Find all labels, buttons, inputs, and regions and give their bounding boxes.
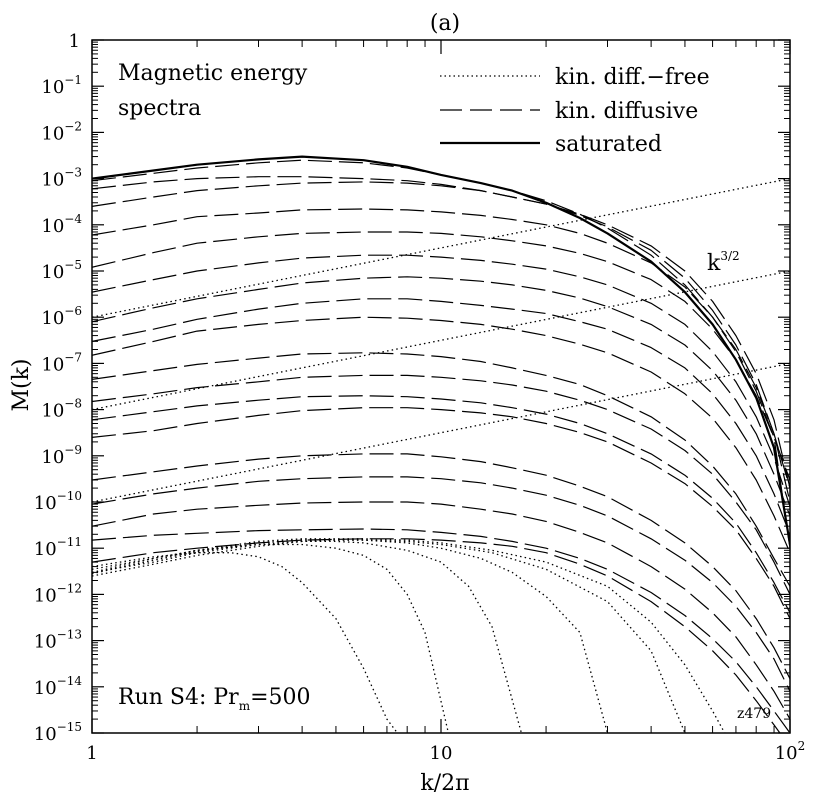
dashed-series-line xyxy=(92,538,781,733)
y-tick-label: 10−12 xyxy=(34,581,82,606)
dotted-series-line xyxy=(92,543,450,733)
chart-title-line-1: Magnetic energy xyxy=(118,61,308,86)
slope-base: k xyxy=(707,251,721,276)
x-tick-label: 102 xyxy=(775,739,806,764)
y-tick-label: 10−13 xyxy=(34,628,82,653)
dashed-series-line xyxy=(92,231,790,481)
y-axis-label: M(k) xyxy=(9,358,34,411)
dotted-series-line xyxy=(92,540,523,733)
dashed-series-line xyxy=(92,476,790,692)
y-tick-label: 10−15 xyxy=(34,720,82,745)
legend-label-solid: saturated xyxy=(555,132,662,157)
run-subscript: m xyxy=(239,699,251,713)
dashed-series-line xyxy=(92,298,790,535)
x-tick-label: 1 xyxy=(86,743,97,764)
legend-label-dotted: kin. diff.−free xyxy=(555,65,710,90)
dashed-series-line xyxy=(92,374,790,595)
y-tick-label: 10−6 xyxy=(41,304,82,329)
dotted-series-line xyxy=(92,539,609,733)
dotted-series-line xyxy=(92,362,790,503)
run-text: Run S4: Pr xyxy=(118,685,239,710)
dashed-series-line xyxy=(92,181,790,489)
series-layer xyxy=(92,155,790,733)
dashed-series-line xyxy=(92,208,790,489)
y-tick-label: 10−10 xyxy=(34,489,82,514)
y-tick-label: 10−2 xyxy=(41,119,82,144)
dashed-series-line xyxy=(92,528,790,733)
slope-annotation: k3/2 xyxy=(707,249,740,276)
dashed-series-line xyxy=(92,395,790,614)
y-tick-label: 10−4 xyxy=(41,212,82,237)
series-group xyxy=(92,155,790,733)
x-tick-label: 10 xyxy=(430,743,453,764)
dashed-series-line xyxy=(92,276,790,517)
dashed-series-line xyxy=(92,501,790,720)
y-tick-label: 10−14 xyxy=(34,674,83,699)
dashed-series-line xyxy=(92,407,790,619)
legend-label-dashed: kin. diffusive xyxy=(555,99,698,124)
dashed-series-line xyxy=(92,159,790,549)
dashed-series-line xyxy=(92,453,790,679)
slope-exponent: 3/2 xyxy=(720,249,739,263)
y-tick-label: 10−3 xyxy=(41,166,82,191)
dotted-series-line xyxy=(92,552,398,733)
axis-ticks: 1 10−1 10−2 10−3 10−4 10−5 10−6 10−7 10−8 10−9 10−… xyxy=(34,31,806,764)
y-tick-label: 10−8 xyxy=(41,397,82,422)
dotted-series-line xyxy=(92,270,790,411)
dashed-series-line xyxy=(92,316,790,553)
solid-series-line xyxy=(92,155,790,545)
legend: kin. diff.−free kin. diffusive saturated xyxy=(440,65,710,157)
y-tick-label: 1 xyxy=(69,31,80,52)
y-tick-label: 10−5 xyxy=(41,258,82,283)
dotted-series-line xyxy=(92,177,790,318)
figure-id: z479 xyxy=(737,706,771,722)
panel-label: (a) xyxy=(430,11,460,36)
dashed-series-line xyxy=(92,254,790,507)
run-annotation: Run S4: Prm=500 xyxy=(118,685,311,713)
chart-title-line-2: spectra xyxy=(118,96,201,121)
dashed-series-line xyxy=(92,176,790,503)
dotted-series-line xyxy=(92,538,726,733)
y-tick-label: 10−11 xyxy=(34,535,82,560)
y-tick-label: 10−9 xyxy=(41,443,82,468)
y-tick-label: 10−7 xyxy=(41,350,82,375)
x-axis-label: k/2π xyxy=(420,771,469,796)
run-tail: =500 xyxy=(250,685,310,710)
y-tick-label: 10−1 xyxy=(41,73,82,98)
dashed-series-line xyxy=(92,352,790,587)
